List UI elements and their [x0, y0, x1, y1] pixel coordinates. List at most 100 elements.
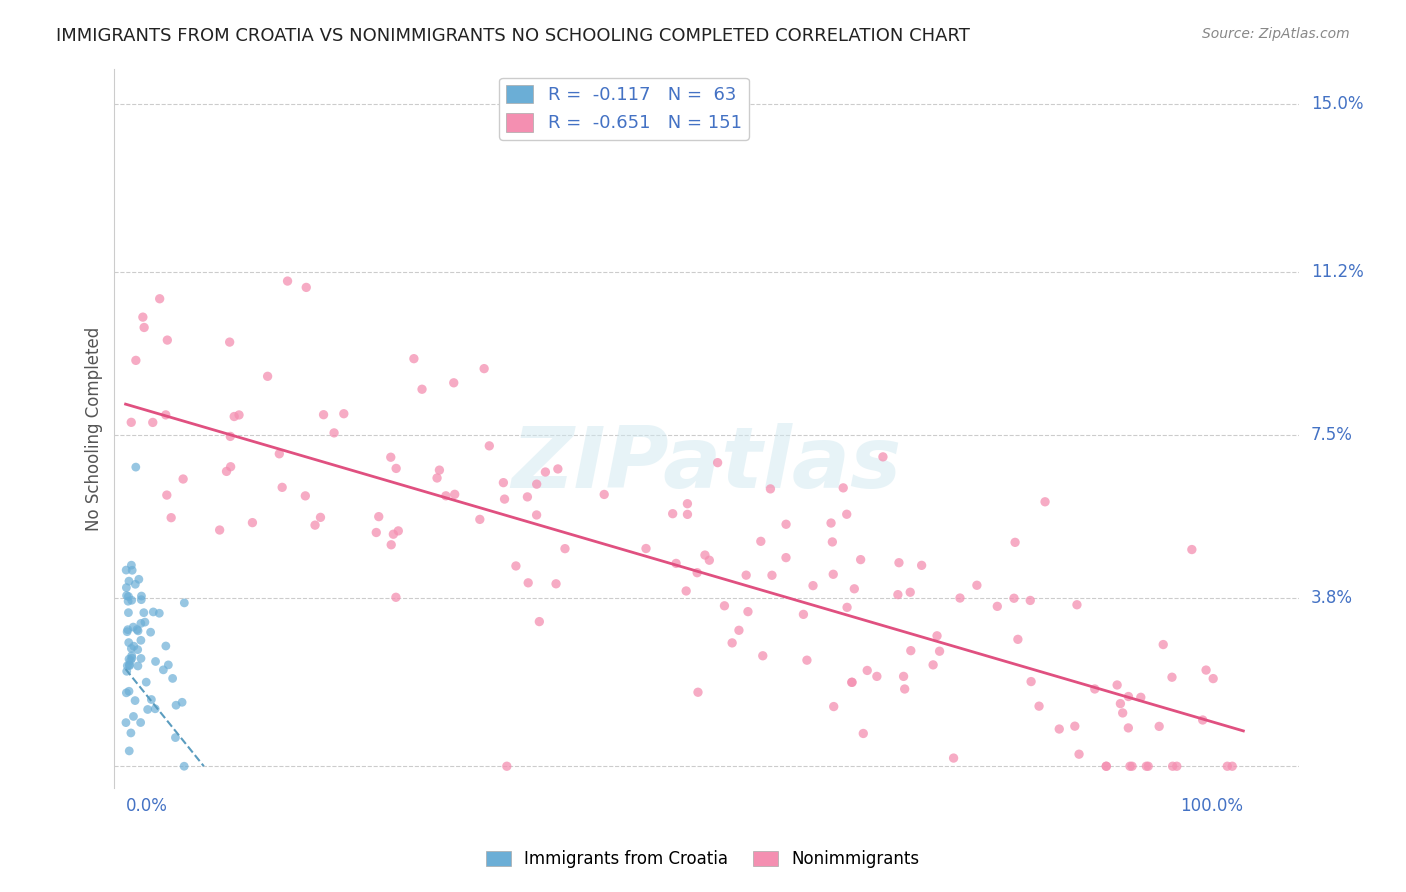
Point	[122, 620, 145, 634]
Point	[134, 320, 156, 334]
Point	[256, 369, 278, 384]
Point	[117, 594, 139, 608]
Point	[949, 591, 972, 605]
Point	[841, 675, 863, 690]
Point	[526, 477, 548, 491]
Point	[472, 361, 495, 376]
Point	[713, 599, 735, 613]
Point	[127, 624, 149, 638]
Point	[121, 648, 143, 663]
Point	[823, 567, 845, 582]
Point	[131, 589, 153, 603]
Point	[117, 606, 139, 620]
Point	[1161, 759, 1184, 773]
Point	[387, 524, 409, 538]
Point	[155, 639, 177, 653]
Text: 15.0%: 15.0%	[1310, 95, 1364, 113]
Text: 7.5%: 7.5%	[1310, 426, 1353, 444]
Text: Source: ZipAtlas.com: Source: ZipAtlas.com	[1202, 27, 1350, 41]
Point	[127, 642, 149, 657]
Point	[142, 416, 165, 430]
Point	[866, 669, 889, 683]
Point	[844, 582, 866, 596]
Point	[686, 685, 709, 699]
Point	[547, 462, 569, 476]
Point	[1161, 670, 1184, 684]
Point	[125, 623, 148, 637]
Point	[505, 558, 527, 573]
Point	[115, 665, 138, 679]
Point	[1195, 663, 1218, 677]
Point	[1066, 598, 1088, 612]
Point	[156, 488, 179, 502]
Point	[129, 616, 152, 631]
Point	[835, 600, 858, 615]
Point	[118, 657, 141, 672]
Point	[832, 481, 855, 495]
Point	[142, 605, 165, 619]
Point	[173, 596, 195, 610]
Point	[468, 512, 491, 526]
Point	[156, 333, 179, 347]
Point	[294, 489, 316, 503]
Point	[887, 556, 910, 570]
Point	[910, 558, 932, 573]
Point	[333, 407, 356, 421]
Point	[129, 651, 152, 665]
Point	[887, 588, 910, 602]
Point	[1007, 632, 1029, 647]
Point	[367, 509, 389, 524]
Point	[1067, 747, 1090, 762]
Point	[675, 584, 697, 599]
Point	[893, 681, 915, 696]
Point	[478, 439, 501, 453]
Point	[1028, 699, 1050, 714]
Point	[149, 292, 172, 306]
Point	[120, 415, 142, 429]
Point	[411, 382, 433, 396]
Point	[534, 465, 557, 479]
Point	[922, 657, 945, 672]
Point	[634, 541, 657, 556]
Point	[115, 563, 138, 577]
Point	[117, 658, 139, 673]
Point	[986, 599, 1008, 614]
Point	[128, 572, 150, 586]
Point	[429, 463, 451, 477]
Point	[1129, 690, 1152, 705]
Point	[699, 553, 721, 567]
Text: IMMIGRANTS FROM CROATIA VS NONIMMIGRANTS NO SCHOOLING COMPLETED CORRELATION CHAR: IMMIGRANTS FROM CROATIA VS NONIMMIGRANTS…	[56, 27, 970, 45]
Point	[152, 663, 174, 677]
Point	[402, 351, 425, 366]
Point	[1004, 535, 1026, 549]
Point	[749, 534, 772, 549]
Point	[242, 516, 264, 530]
Point	[129, 715, 152, 730]
Legend: Immigrants from Croatia, Nonimmigrants: Immigrants from Croatia, Nonimmigrants	[479, 844, 927, 875]
Point	[312, 408, 335, 422]
Point	[148, 606, 170, 620]
Point	[966, 578, 988, 592]
Point	[304, 518, 326, 533]
Point	[309, 510, 332, 524]
Point	[382, 527, 405, 541]
Point	[124, 577, 146, 591]
Point	[1118, 721, 1140, 735]
Point	[121, 593, 143, 607]
Point	[676, 497, 699, 511]
Point	[121, 651, 143, 665]
Point	[761, 568, 783, 582]
Point	[118, 635, 141, 649]
Point	[900, 643, 922, 657]
Point	[117, 623, 139, 637]
Point	[849, 552, 872, 566]
Point	[706, 456, 728, 470]
Text: 0.0%: 0.0%	[125, 797, 167, 815]
Point	[115, 624, 138, 639]
Point	[129, 633, 152, 648]
Point	[219, 459, 242, 474]
Point	[228, 408, 250, 422]
Point	[118, 574, 141, 589]
Point	[1019, 593, 1042, 607]
Point	[118, 744, 141, 758]
